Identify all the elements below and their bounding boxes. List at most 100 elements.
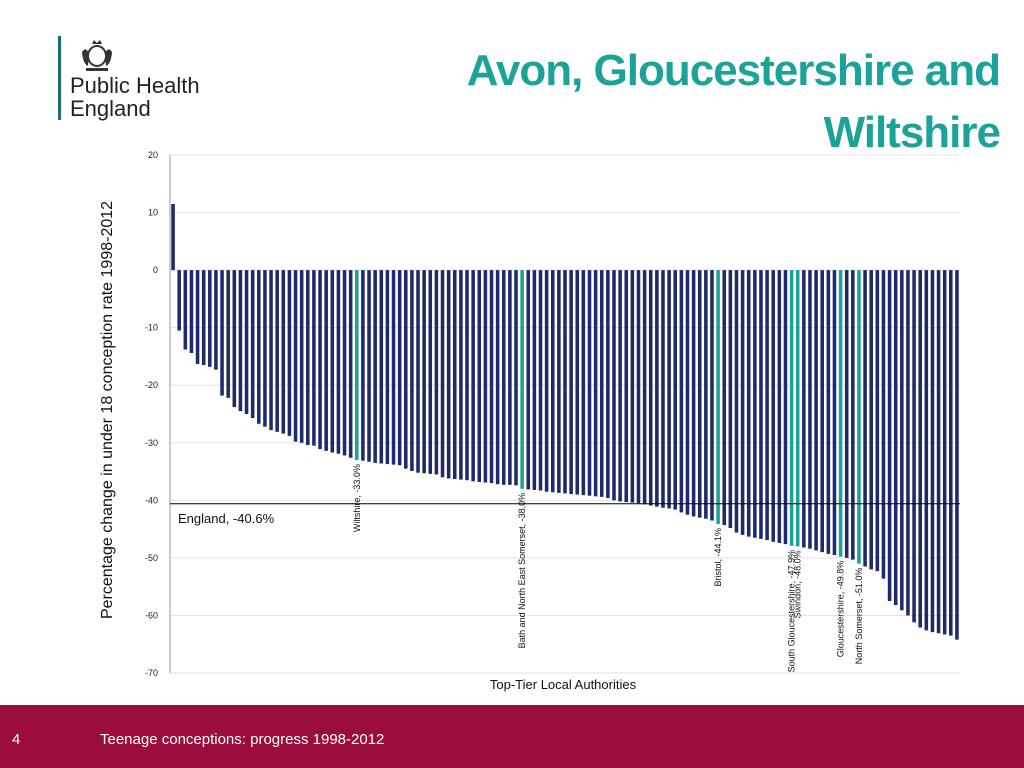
bar bbox=[875, 270, 880, 572]
bar bbox=[306, 270, 310, 446]
bar bbox=[710, 270, 714, 521]
bar bbox=[201, 270, 206, 366]
bar bbox=[465, 270, 469, 481]
y-tick-label: 10 bbox=[148, 208, 158, 218]
bar bbox=[379, 270, 384, 464]
bar bbox=[789, 270, 794, 546]
bar bbox=[722, 270, 727, 526]
reference-line-label: England, -40.6% bbox=[178, 511, 275, 526]
bar bbox=[844, 270, 849, 558]
bar bbox=[599, 270, 604, 497]
bar bbox=[403, 270, 408, 469]
bar bbox=[924, 270, 929, 631]
bar bbox=[177, 270, 181, 331]
bar bbox=[489, 270, 494, 484]
bar bbox=[526, 270, 531, 490]
bar bbox=[501, 270, 506, 485]
y-tick-label: 0 bbox=[153, 265, 158, 275]
bar bbox=[312, 270, 316, 446]
bar bbox=[355, 270, 359, 461]
bar bbox=[851, 270, 855, 560]
bar bbox=[765, 270, 769, 541]
bar bbox=[857, 270, 861, 564]
bar bbox=[893, 270, 898, 606]
bar bbox=[820, 270, 824, 553]
org-name: Public Health England bbox=[70, 73, 200, 121]
footer-text: Teenage conceptions: progress 1998-2012 bbox=[100, 731, 385, 748]
bar bbox=[397, 270, 402, 466]
bar bbox=[759, 270, 763, 539]
bar bbox=[942, 270, 947, 635]
bar bbox=[422, 270, 426, 474]
bar bbox=[446, 270, 451, 479]
x-axis-label: Top-Tier Local Authorities bbox=[490, 677, 637, 692]
bar bbox=[410, 270, 414, 471]
bar bbox=[342, 270, 347, 456]
bar bbox=[936, 270, 941, 634]
bar bbox=[520, 270, 524, 489]
bar bbox=[753, 270, 757, 538]
bar bbox=[740, 270, 745, 535]
bar bbox=[863, 270, 867, 567]
bar bbox=[171, 203, 175, 271]
bar bbox=[832, 270, 837, 556]
bar bbox=[336, 270, 341, 454]
bar bbox=[183, 270, 188, 350]
bar bbox=[783, 270, 788, 545]
bar bbox=[293, 270, 298, 442]
bar bbox=[955, 270, 959, 640]
y-tick-label: -60 bbox=[145, 610, 158, 620]
bar bbox=[538, 270, 543, 491]
logo-bar bbox=[58, 36, 61, 120]
bar bbox=[452, 270, 457, 480]
bar bbox=[532, 270, 537, 490]
footer-bar: 4 Teenage conceptions: progress 1998-201… bbox=[0, 705, 1024, 768]
bar bbox=[483, 270, 488, 483]
bar bbox=[777, 270, 782, 543]
bar bbox=[569, 270, 573, 495]
y-tick-label: -20 bbox=[145, 380, 158, 390]
bar bbox=[189, 270, 194, 353]
bar bbox=[238, 270, 243, 412]
bar bbox=[612, 270, 616, 501]
bar-chart: 20 10 0 -10 -20 -30 -40 -50 -60 -70 England, -40.6… bbox=[145, 150, 960, 692]
bar bbox=[226, 270, 230, 398]
bar bbox=[949, 270, 953, 636]
bar bbox=[593, 270, 598, 497]
bar bbox=[385, 270, 390, 465]
bar bbox=[814, 270, 818, 551]
y-axis-label: Percentage change in under 18 conception… bbox=[99, 200, 116, 620]
bar bbox=[391, 270, 396, 465]
bar bbox=[881, 270, 886, 579]
bar bbox=[826, 270, 831, 554]
bar bbox=[324, 270, 328, 451]
bar bbox=[691, 270, 696, 517]
bar bbox=[557, 270, 561, 493]
bar bbox=[232, 270, 237, 408]
bar bbox=[900, 270, 904, 611]
bar bbox=[287, 270, 292, 436]
bar bbox=[208, 270, 212, 367]
slide-number: 4 bbox=[12, 731, 21, 748]
bar bbox=[214, 270, 218, 370]
bar bbox=[746, 270, 751, 537]
highlight-label: North Somerset, -51.0% bbox=[854, 568, 864, 665]
bar bbox=[685, 270, 690, 515]
highlight-label: South Gloucestershire, -47.9% bbox=[787, 550, 797, 673]
bar bbox=[348, 270, 353, 458]
bar bbox=[606, 270, 610, 499]
bar bbox=[728, 270, 733, 528]
bar bbox=[495, 270, 500, 485]
bar bbox=[367, 270, 371, 462]
bar bbox=[930, 270, 935, 633]
bar bbox=[704, 270, 708, 519]
royal-crest-icon bbox=[82, 40, 112, 71]
highlight-label: Bristol, -44.1% bbox=[713, 528, 723, 587]
bar bbox=[642, 270, 647, 505]
bar bbox=[655, 270, 659, 507]
bar bbox=[912, 270, 916, 623]
bar bbox=[281, 270, 286, 434]
bar bbox=[373, 270, 377, 463]
bar bbox=[630, 270, 635, 503]
bar bbox=[795, 270, 800, 547]
